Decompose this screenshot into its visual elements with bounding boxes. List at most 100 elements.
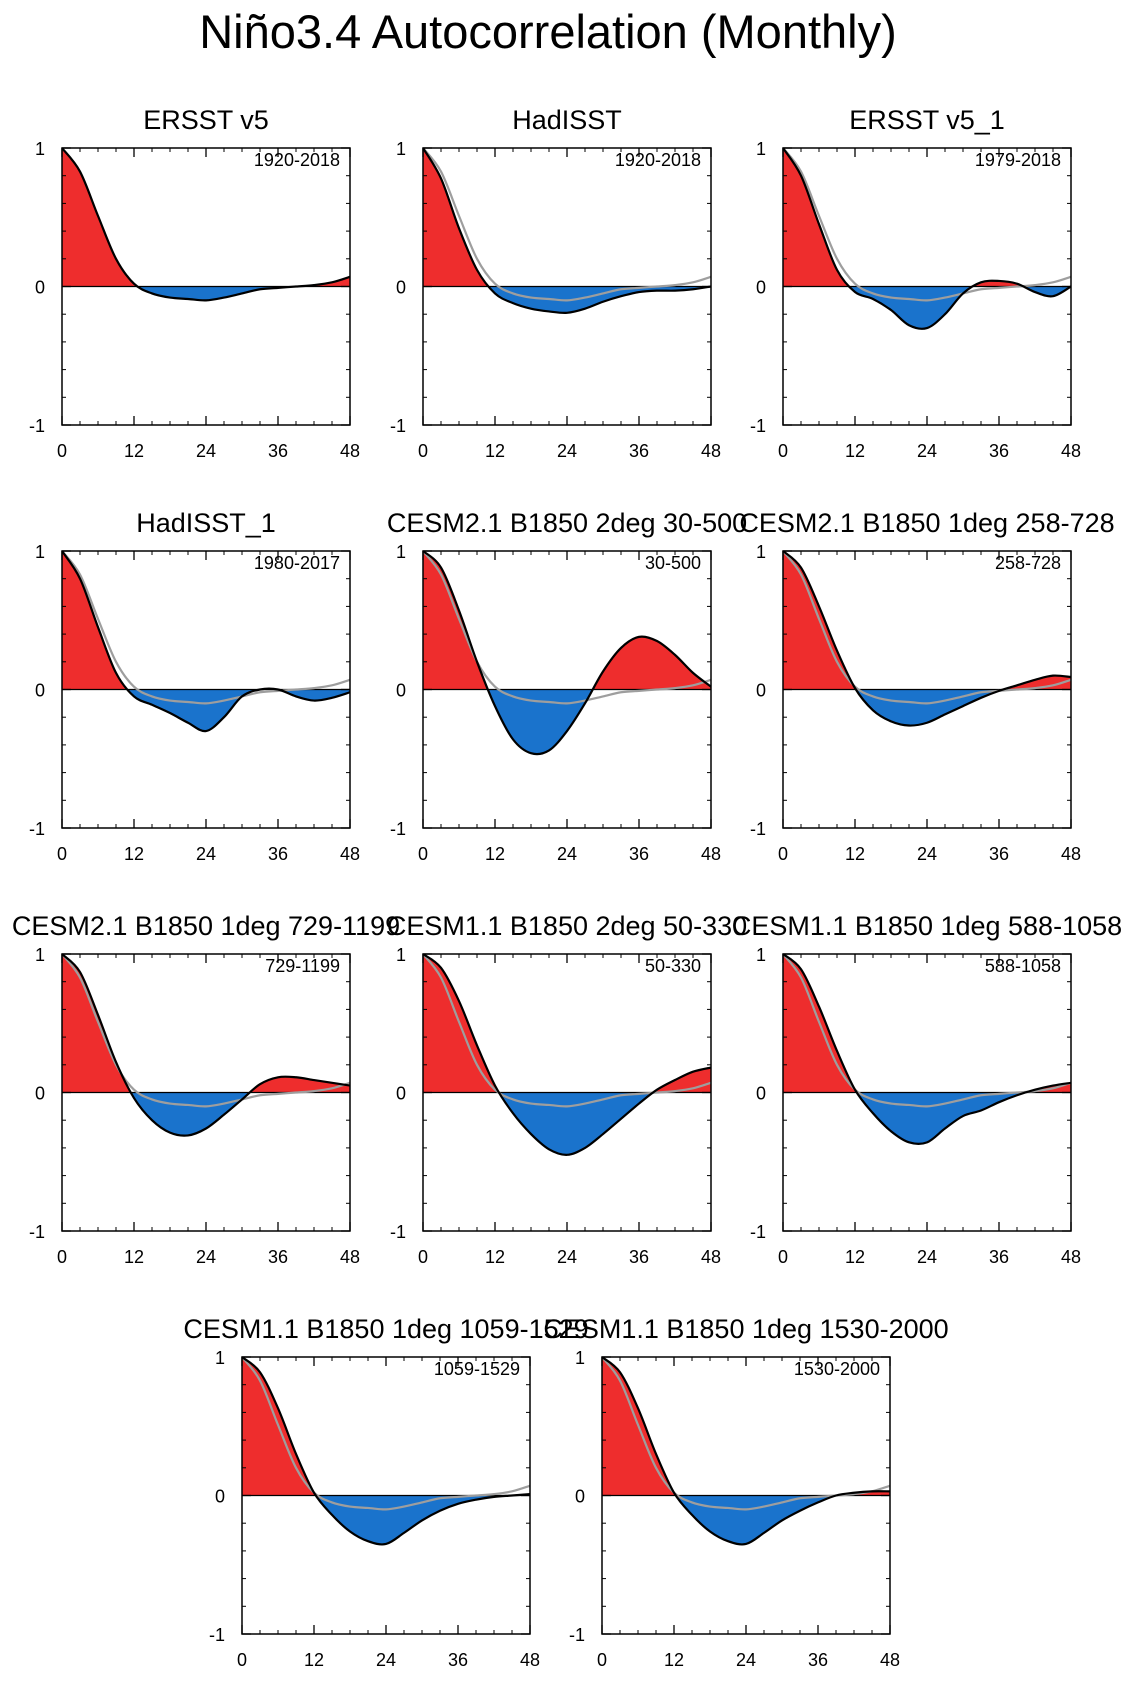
series-line — [602, 1357, 890, 1546]
x-tick-label: 12 — [485, 844, 505, 864]
period-label: 50-330 — [645, 956, 701, 976]
x-tick-label: 12 — [845, 441, 865, 461]
y-tick-label: 0 — [35, 681, 45, 701]
x-tick-label: 24 — [917, 844, 937, 864]
x-tick-label: 0 — [597, 1650, 607, 1670]
chart-panel: ERSST v5_1 0 12 24 36 48 -1 0 1 1979-2018 — [750, 105, 1081, 461]
x-tick-label: 36 — [629, 1247, 649, 1267]
series-line — [62, 148, 350, 302]
series-line — [423, 148, 711, 315]
series-line — [62, 551, 350, 733]
x-tick-label: 12 — [124, 844, 144, 864]
y-tick-label: -1 — [569, 1625, 585, 1645]
x-tick-label: 36 — [629, 441, 649, 461]
x-tick-label: 0 — [237, 1650, 247, 1670]
x-tick-label: 48 — [1061, 844, 1081, 864]
x-tick-label: 12 — [124, 1247, 144, 1267]
y-tick-label: 1 — [396, 139, 406, 159]
x-tick-label: 0 — [57, 1247, 67, 1267]
x-tick-label: 0 — [418, 1247, 428, 1267]
y-tick-label: 1 — [35, 542, 45, 562]
page-title: Niño3.4 Autocorrelation (Monthly) — [199, 5, 897, 58]
y-tick-label: 0 — [756, 278, 766, 298]
panel-title: CESM2.1 B1850 1deg 258-728 — [739, 508, 1114, 538]
period-label: 1530-2000 — [794, 1359, 880, 1379]
y-tick-label: 1 — [575, 1348, 585, 1368]
x-tick-label: 24 — [196, 1247, 216, 1267]
series-line — [423, 954, 711, 1156]
x-tick-label: 48 — [520, 1650, 540, 1670]
y-tick-label: 0 — [215, 1487, 225, 1507]
positive-area — [783, 954, 1071, 1093]
y-tick-label: -1 — [390, 1222, 406, 1242]
panel-title: CESM1.1 B1850 2deg 50-330 — [387, 911, 747, 941]
chart-panel: CESM1.1 B1850 1deg 1059-1529 0 12 24 36 48 -1 0… — [183, 1314, 588, 1670]
panel-title: CESM1.1 B1850 1deg 588-1058 — [732, 911, 1122, 941]
x-tick-label: 24 — [917, 441, 937, 461]
x-tick-label: 36 — [989, 441, 1009, 461]
y-tick-label: 1 — [396, 945, 406, 965]
negative-area — [62, 1092, 350, 1136]
positive-area — [62, 148, 350, 287]
positive-area — [62, 954, 350, 1093]
period-label: 1980-2017 — [254, 553, 340, 573]
x-tick-label: 0 — [778, 441, 788, 461]
series-line — [783, 148, 1071, 330]
reference-line — [423, 954, 711, 1108]
x-tick-label: 24 — [196, 441, 216, 461]
y-tick-label: -1 — [209, 1625, 225, 1645]
x-tick-label: 0 — [418, 441, 428, 461]
y-tick-label: -1 — [750, 1222, 766, 1242]
positive-area — [62, 551, 350, 690]
x-tick-label: 36 — [808, 1650, 828, 1670]
x-tick-label: 12 — [845, 844, 865, 864]
panel-title: CESM2.1 B1850 2deg 30-500 — [387, 508, 747, 538]
x-tick-label: 24 — [557, 441, 577, 461]
panel-title: ERSST v5 — [143, 105, 269, 135]
x-tick-label: 48 — [1061, 441, 1081, 461]
chart-panel: CESM2.1 B1850 1deg 729-1199 0 12 24 36 48 -1 0 1… — [12, 911, 400, 1267]
chart-panel: CESM2.1 B1850 2deg 30-500 0 12 24 36 48 -1 0 1 30… — [387, 508, 747, 864]
reference-line — [423, 551, 711, 705]
y-tick-label: -1 — [29, 416, 45, 436]
x-tick-label: 12 — [304, 1650, 324, 1670]
negative-area — [62, 286, 350, 301]
x-tick-label: 48 — [701, 441, 721, 461]
chart-panel: HadISST 0 12 24 36 48 -1 0 1 1920-2018 — [390, 105, 721, 461]
x-tick-label: 36 — [268, 441, 288, 461]
y-tick-label: -1 — [390, 416, 406, 436]
x-tick-label: 48 — [340, 844, 360, 864]
chart-panel: CESM1.1 B1850 1deg 1530-2000 0 12 24 36 48 -1 0… — [543, 1314, 948, 1670]
x-tick-label: 0 — [57, 844, 67, 864]
negative-area — [783, 286, 1071, 329]
x-tick-label: 48 — [340, 441, 360, 461]
x-tick-label: 12 — [664, 1650, 684, 1670]
x-tick-label: 48 — [701, 844, 721, 864]
chart-panel: CESM2.1 B1850 1deg 258-728 0 12 24 36 48 -1 0 1 2… — [739, 508, 1114, 864]
period-label: 729-1199 — [265, 956, 340, 976]
chart-panel: HadISST_1 0 12 24 36 48 -1 0 1 1980-2017 — [29, 508, 360, 864]
reference-line — [242, 1357, 530, 1511]
period-label: 1920-2018 — [615, 150, 701, 170]
y-tick-label: 0 — [396, 278, 406, 298]
reference-line — [783, 954, 1071, 1108]
y-tick-label: 0 — [396, 681, 406, 701]
y-tick-label: 0 — [396, 1084, 406, 1104]
positive-area — [423, 551, 711, 690]
period-label: 1920-2018 — [254, 150, 340, 170]
positive-area — [423, 148, 711, 287]
x-tick-label: 12 — [845, 1247, 865, 1267]
series-line — [242, 1357, 530, 1546]
y-tick-label: 0 — [756, 681, 766, 701]
reference-line — [62, 551, 350, 705]
period-label: 258-728 — [995, 553, 1061, 573]
y-tick-label: 1 — [215, 1348, 225, 1368]
negative-area — [783, 1092, 1071, 1144]
x-tick-label: 12 — [485, 1247, 505, 1267]
x-tick-label: 24 — [557, 844, 577, 864]
negative-area — [423, 1092, 711, 1155]
chart-panel: ERSST v5 0 12 24 36 48 -1 0 1 1920-2018 — [29, 105, 360, 461]
x-tick-label: 0 — [778, 844, 788, 864]
positive-area — [242, 1357, 530, 1496]
x-tick-label: 48 — [1061, 1247, 1081, 1267]
